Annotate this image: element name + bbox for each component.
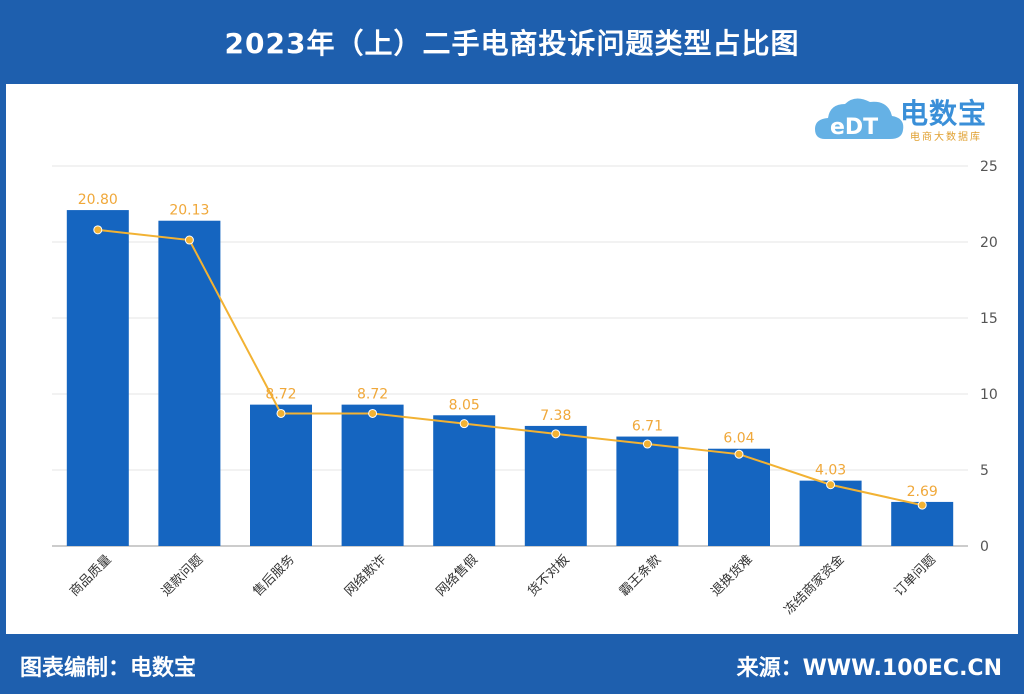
logo-subtitle: 电商大数据库: [910, 132, 982, 143]
data-label: 20.80: [78, 192, 118, 208]
y-tick-label: 15: [980, 311, 998, 327]
y-tick-label: 20: [980, 235, 998, 251]
x-axis-label: 商品质量: [67, 552, 114, 599]
footer-credit: 图表编制：电数宝: [20, 656, 197, 681]
y-tick-label: 10: [980, 387, 998, 403]
line-series: [93, 225, 927, 510]
data-label: 2.69: [907, 484, 938, 500]
line-point: [917, 500, 927, 510]
y-tick-label: 0: [980, 539, 989, 555]
logo-name: 电数宝: [900, 97, 988, 130]
x-axis-label: 退款问题: [159, 552, 206, 599]
line-point: [734, 449, 744, 459]
line-point: [459, 419, 469, 429]
data-label: 4.03: [815, 463, 846, 479]
bar: [158, 220, 221, 546]
bar: [66, 210, 129, 546]
bar: [799, 480, 862, 546]
footer-bar: 图表编制：电数宝 来源：WWW.100EC.CN: [0, 634, 1024, 694]
x-axis-label: 订单问题: [892, 552, 939, 599]
line-point: [826, 480, 836, 490]
x-axis-label: 售后服务: [250, 552, 298, 600]
data-label: 6.04: [723, 431, 754, 447]
line-point: [276, 408, 286, 418]
svg-text:eDT: eDT: [830, 115, 878, 140]
data-labels: 20.80 20.13 8.72 8.72 8.05 7.38 6.71 6.04 4.03 2.…: [78, 192, 938, 500]
y-axis-ticks: 0 5 10 15 20 25: [980, 159, 998, 555]
line-point: [642, 439, 652, 449]
x-axis-label: 冻结商家资金: [781, 552, 847, 618]
data-label: 6.71: [632, 419, 663, 435]
data-label: 20.13: [169, 203, 209, 219]
x-axis-label: 霸王条款: [616, 552, 664, 600]
data-label: 7.38: [540, 408, 571, 424]
line-path: [97, 228, 923, 507]
logo-icon: eDT: [815, 98, 904, 140]
bars: [66, 210, 954, 546]
bar: [250, 404, 312, 546]
bar: [616, 436, 679, 546]
data-label: 8.72: [265, 387, 296, 403]
line-point: [93, 225, 103, 235]
x-axis-label: 退换货难: [708, 552, 756, 600]
data-label: 8.72: [357, 387, 388, 403]
y-tick-label: 25: [980, 159, 998, 175]
bar: [708, 448, 770, 546]
x-axis-label: 网络售假: [433, 552, 481, 600]
header-bar: 2023年（上）二手电商投诉问题类型占比图: [0, 0, 1024, 84]
line-point: [551, 429, 561, 439]
data-label: 8.05: [449, 397, 480, 413]
bar: [341, 404, 404, 546]
chart-title: 2023年（上）二手电商投诉问题类型占比图: [224, 27, 800, 60]
x-axis-label: 网络欺诈: [341, 552, 389, 600]
line-point: [368, 408, 378, 418]
line-point: [184, 235, 194, 245]
bar: [524, 425, 587, 546]
bar: [433, 415, 496, 546]
x-axis-labels: 商品质量 退款问题 售后服务 网络欺诈 网络售假 货不对板 霸王条款 退换货难 冻结商家资金 订单…: [67, 552, 939, 618]
footer-source: 来源：WWW.100EC.CN: [736, 656, 1002, 681]
x-axis-label: 货不对板: [525, 552, 573, 600]
y-tick-label: 5: [980, 463, 989, 479]
